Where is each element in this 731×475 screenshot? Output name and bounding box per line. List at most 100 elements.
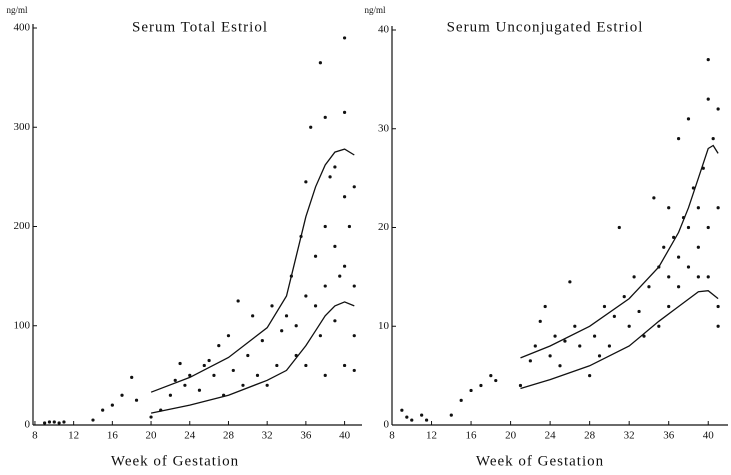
data-point: [352, 284, 356, 288]
data-point: [553, 334, 557, 338]
data-point: [647, 285, 651, 289]
x-tick-label: 8: [32, 430, 38, 442]
data-point: [479, 383, 483, 388]
x-tick-label: 24: [184, 430, 196, 442]
data-point: [57, 421, 61, 425]
y-tick-label: 40: [378, 24, 390, 36]
x-tick-label: 16: [107, 430, 119, 442]
x-axis-label: Week of Gestation: [476, 453, 604, 469]
data-point: [657, 324, 661, 328]
data-point: [333, 165, 337, 169]
data-point: [294, 324, 298, 328]
data-point: [696, 275, 700, 279]
data-point: [489, 374, 493, 378]
data-point: [548, 354, 552, 358]
reference-curve: [520, 144, 719, 359]
data-point: [622, 295, 626, 299]
y-tick-label: 300: [14, 121, 31, 133]
data-point: [352, 368, 356, 373]
x-tick-label: 32: [624, 430, 635, 442]
data-point: [207, 358, 211, 363]
data-point: [469, 388, 473, 393]
data-point: [642, 334, 646, 338]
x-tick-label: 36: [300, 430, 312, 442]
y-tick-label: 100: [14, 319, 31, 331]
data-point: [716, 304, 720, 309]
data-point: [612, 314, 616, 318]
data-point: [424, 418, 429, 422]
data-point: [328, 175, 332, 179]
data-point: [236, 299, 240, 303]
chart-title: Serum Total Estriol: [132, 19, 268, 35]
data-point: [672, 235, 676, 239]
data-point: [667, 304, 671, 309]
data-point: [716, 206, 720, 210]
x-tick-label: 16: [466, 430, 478, 442]
y-tick-label: 200: [14, 220, 31, 232]
data-point: [265, 383, 269, 387]
data-point: [202, 363, 206, 368]
data-point: [304, 180, 308, 184]
y-tick-label: 400: [14, 22, 31, 34]
data-point: [632, 275, 636, 279]
data-point: [662, 245, 666, 249]
data-point: [212, 373, 216, 377]
data-point: [543, 304, 547, 309]
data-point: [706, 275, 710, 279]
data-point: [251, 314, 255, 318]
chart-title: Serum Unconjugated Estriol: [447, 19, 644, 35]
x-tick-label: 36: [663, 430, 675, 442]
data-point: [676, 285, 681, 289]
data-point: [280, 329, 284, 333]
data-point: [43, 421, 47, 425]
data-point: [304, 363, 308, 368]
data-point: [62, 420, 66, 424]
data-point: [313, 254, 318, 258]
data-point: [318, 61, 322, 65]
data-point: [494, 378, 498, 383]
x-tick-label: 12: [426, 430, 437, 442]
data-point: [449, 413, 453, 417]
data-point: [706, 225, 710, 230]
x-tick-label: 40: [339, 430, 351, 442]
data-point: [246, 353, 250, 358]
data-point: [333, 319, 337, 323]
data-point: [275, 363, 279, 368]
data-point: [538, 319, 542, 323]
data-point: [617, 225, 621, 230]
data-point: [270, 304, 274, 308]
data-point: [563, 339, 567, 343]
data-point: [686, 225, 691, 230]
y-tick-label: 10: [378, 320, 390, 332]
data-point: [405, 415, 409, 419]
data-point: [716, 107, 720, 111]
data-point: [183, 383, 187, 387]
data-point: [260, 339, 264, 343]
data-point: [602, 304, 607, 309]
data-point: [284, 314, 289, 318]
data-point: [342, 110, 347, 114]
data-point: [347, 224, 352, 229]
y-tick-label: 30: [378, 122, 390, 134]
data-point: [304, 294, 308, 298]
data-point: [696, 206, 700, 210]
data-point: [352, 334, 356, 338]
data-point: [588, 374, 592, 378]
data-point: [533, 344, 537, 348]
data-point: [323, 115, 327, 119]
x-tick-label: 20: [505, 430, 517, 442]
x-tick-label: 8: [389, 430, 395, 442]
data-point: [217, 344, 221, 348]
data-point: [706, 58, 710, 62]
data-point: [188, 373, 192, 377]
data-point: [676, 255, 681, 259]
data-point: [592, 334, 597, 338]
data-point: [323, 284, 327, 288]
data-point: [607, 344, 612, 348]
data-point: [459, 398, 463, 402]
data-point: [318, 334, 322, 338]
data-point: [667, 206, 671, 210]
data-point: [149, 415, 153, 419]
data-point: [686, 265, 691, 269]
